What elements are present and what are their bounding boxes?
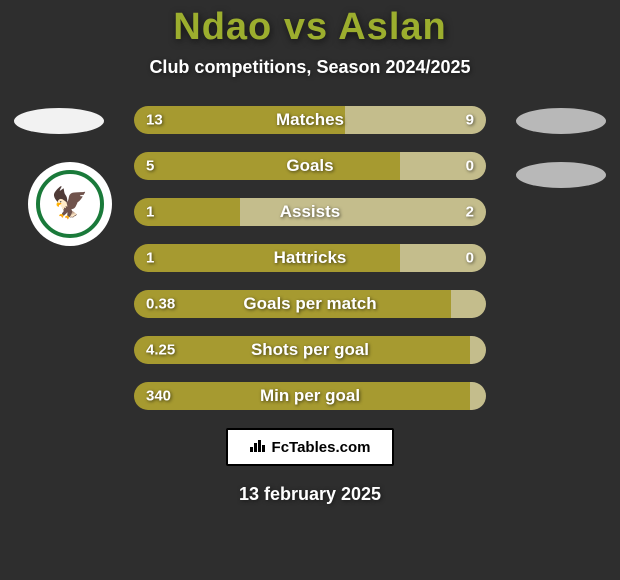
bar-value-right: 9 — [466, 112, 474, 129]
site-badge[interactable]: FcTables.com — [226, 428, 394, 466]
chart-icon — [250, 438, 266, 457]
bar-value-left: 1 — [146, 250, 154, 267]
stat-bar: Matches139 — [134, 106, 486, 134]
bar-value-left: 4.25 — [146, 342, 175, 359]
bar-segment-right — [470, 336, 486, 364]
bar-value-right: 0 — [466, 250, 474, 267]
bar-segment-right — [451, 290, 486, 318]
bar-value-left: 340 — [146, 388, 171, 405]
bar-value-left: 0.38 — [146, 296, 175, 313]
bar-value-right: 0 — [466, 158, 474, 175]
stat-bar: Hattricks10 — [134, 244, 486, 272]
stat-bar: Assists12 — [134, 198, 486, 226]
stat-bar: Shots per goal4.25 — [134, 336, 486, 364]
bar-segment-left — [134, 336, 470, 364]
player-right-badge — [516, 108, 606, 134]
comparison-content: 🦅 Matches139Goals50Assists12Hattricks10G… — [0, 106, 620, 410]
club-logo-inner: 🦅 — [36, 170, 104, 238]
bar-segment-right — [470, 382, 486, 410]
club-logo-left: 🦅 — [28, 162, 112, 246]
footer-date: 13 february 2025 — [0, 484, 620, 505]
bar-segment-left — [134, 106, 345, 134]
player-right-badge-2 — [516, 162, 606, 188]
site-badge-text: FcTables.com — [272, 439, 371, 456]
player-left-badge — [14, 108, 104, 134]
bar-value-left: 1 — [146, 204, 154, 221]
bar-value-left: 5 — [146, 158, 154, 175]
bar-value-right: 2 — [466, 204, 474, 221]
stat-bars: Matches139Goals50Assists12Hattricks10Goa… — [134, 106, 486, 410]
page-title: Ndao vs Aslan — [0, 0, 620, 49]
bar-segment-left — [134, 244, 400, 272]
stat-bar: Goals per match0.38 — [134, 290, 486, 318]
bar-segment-right — [240, 198, 486, 226]
subtitle: Club competitions, Season 2024/2025 — [0, 57, 620, 78]
stat-bar: Min per goal340 — [134, 382, 486, 410]
bar-segment-left — [134, 290, 451, 318]
stat-bar: Goals50 — [134, 152, 486, 180]
bar-segment-left — [134, 152, 400, 180]
bar-value-left: 13 — [146, 112, 163, 129]
eagle-icon: 🦅 — [51, 189, 88, 219]
bar-segment-left — [134, 382, 470, 410]
